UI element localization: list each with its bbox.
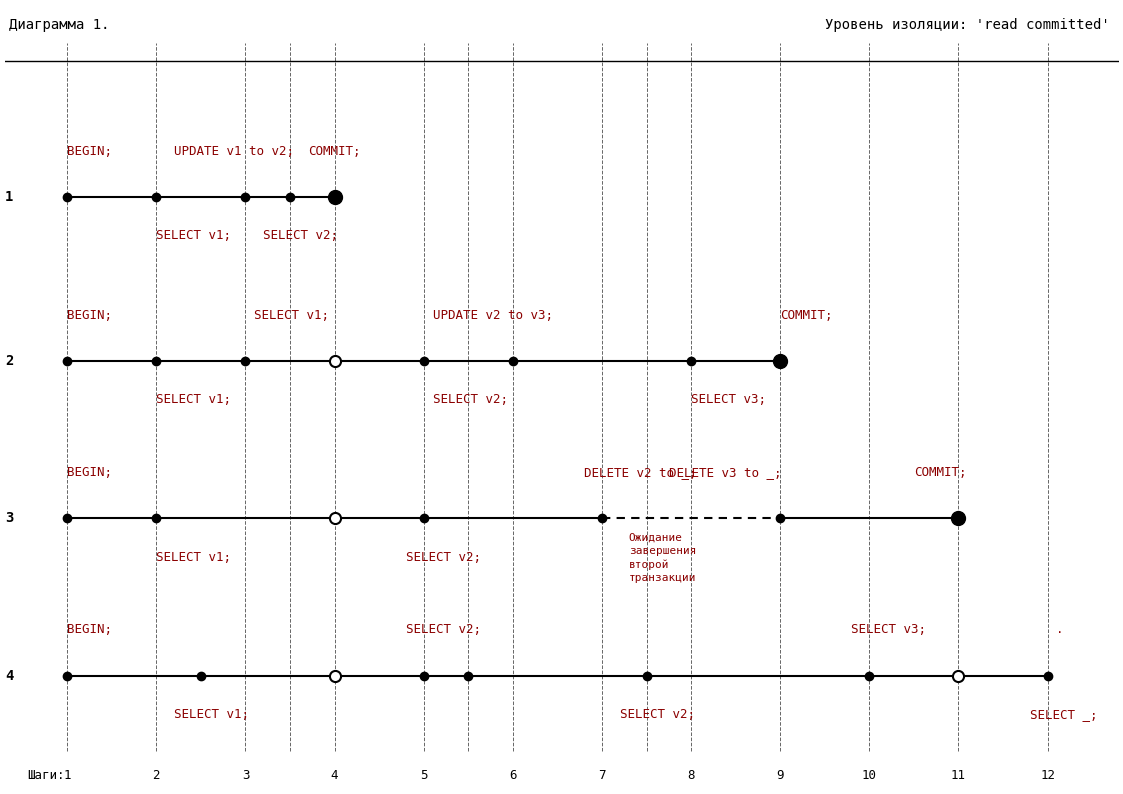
Text: COMMIT;: COMMIT; xyxy=(780,309,832,322)
Text: 2: 2 xyxy=(153,769,161,782)
Text: 10: 10 xyxy=(861,769,877,782)
Text: 11: 11 xyxy=(951,769,966,782)
Text: 4: 4 xyxy=(6,669,13,683)
Text: BEGIN;: BEGIN; xyxy=(67,309,112,322)
Text: SELECT v3;: SELECT v3; xyxy=(851,623,926,636)
Text: Шаги:: Шаги: xyxy=(27,769,65,782)
Text: 6: 6 xyxy=(509,769,517,782)
Text: 12: 12 xyxy=(1040,769,1054,782)
Text: 7: 7 xyxy=(599,769,605,782)
Text: 3: 3 xyxy=(6,511,13,526)
Text: BEGIN;: BEGIN; xyxy=(67,466,112,479)
Text: SELECT v1;: SELECT v1; xyxy=(255,309,329,322)
Text: SELECT v2;: SELECT v2; xyxy=(620,707,695,721)
Text: SELECT v2;: SELECT v2; xyxy=(432,394,508,407)
Text: DELETE v2 to _;: DELETE v2 to _; xyxy=(584,466,696,479)
Text: Уровень изоляции: 'read committed': Уровень изоляции: 'read committed' xyxy=(825,18,1110,33)
Text: DELETE v3 to _;: DELETE v3 to _; xyxy=(669,466,782,479)
Text: 2: 2 xyxy=(6,354,13,368)
Text: SELECT v2;: SELECT v2; xyxy=(405,550,481,564)
Text: SELECT v3;: SELECT v3; xyxy=(691,394,766,407)
Text: COMMIT;: COMMIT; xyxy=(914,466,967,479)
Text: 1: 1 xyxy=(64,769,71,782)
Text: SELECT v1;: SELECT v1; xyxy=(156,394,231,407)
Text: UPDATE v1 to v2;: UPDATE v1 to v2; xyxy=(174,145,294,158)
Text: Диаграмма 1.: Диаграмма 1. xyxy=(9,18,110,33)
Text: SELECT v2;: SELECT v2; xyxy=(263,229,338,242)
Text: 8: 8 xyxy=(687,769,695,782)
Text: SELECT _;: SELECT _; xyxy=(1030,707,1097,721)
Text: SELECT v1;: SELECT v1; xyxy=(156,550,231,564)
Text: SELECT v1;: SELECT v1; xyxy=(156,229,231,242)
Text: SELECT v2;: SELECT v2; xyxy=(405,623,481,636)
Text: 4: 4 xyxy=(331,769,338,782)
Text: BEGIN;: BEGIN; xyxy=(67,145,112,158)
Text: .: . xyxy=(1057,623,1063,636)
Text: 3: 3 xyxy=(241,769,249,782)
Text: UPDATE v2 to v3;: UPDATE v2 to v3; xyxy=(432,309,553,322)
Text: 5: 5 xyxy=(420,769,428,782)
Text: 9: 9 xyxy=(776,769,784,782)
Text: Ожидание
завершения
второй
транзакции: Ожидание завершения второй транзакции xyxy=(629,533,696,583)
Text: BEGIN;: BEGIN; xyxy=(67,623,112,636)
Text: COMMIT;: COMMIT; xyxy=(308,145,360,158)
Text: SELECT v1;: SELECT v1; xyxy=(174,707,249,721)
Text: 1: 1 xyxy=(6,190,13,204)
